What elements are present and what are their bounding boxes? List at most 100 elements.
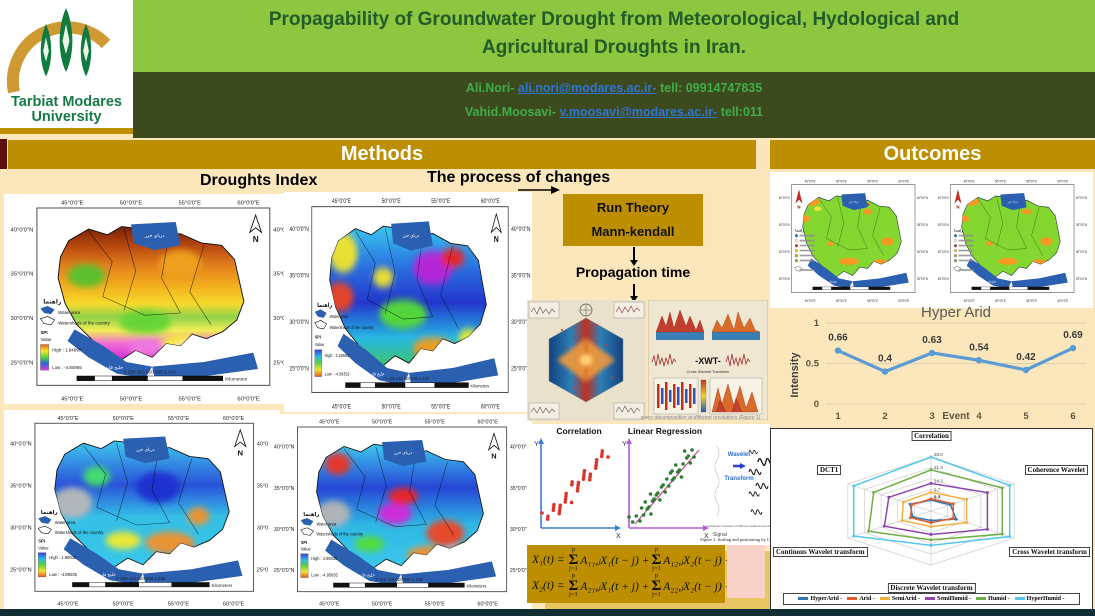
svg-text:Watersheds of the country: Watersheds of the country	[317, 531, 364, 536]
svg-text:خلیج فارس: خلیج فارس	[355, 572, 375, 577]
author2-name: Vahid.Moosavi-	[464, 105, 556, 119]
svg-text:3: 3	[929, 411, 934, 422]
correlation-dots	[540, 449, 610, 521]
drought-map-svg: دریای خزر خلیج فارس N راهنما Water area Water…	[284, 192, 532, 412]
correlation-title: Correlation	[556, 426, 601, 436]
svg-text:4: 4	[976, 411, 982, 422]
bottom-bar	[0, 609, 1095, 616]
svg-text:6.3: 6.3	[934, 494, 941, 499]
flow-arrowhead-icon	[630, 260, 638, 266]
mann-kendall-label: Mann-kendall	[591, 224, 675, 239]
svg-text:50°0'0"E: 50°0'0"E	[120, 397, 143, 403]
svg-text:Kilometers: Kilometers	[467, 583, 487, 588]
svg-text:Low : -4.84965: Low : -4.84965	[52, 365, 82, 370]
svg-text:60°0'0"E: 60°0'0"E	[898, 179, 909, 183]
svg-text:Water area: Water area	[330, 313, 349, 318]
pink-decoration	[727, 545, 765, 598]
svg-text:راهنما: راهنما	[954, 228, 963, 232]
svg-text:45°0'0"E: 45°0'0"E	[964, 179, 975, 183]
svg-text:40°0'0"N: 40°0'0"N	[510, 445, 531, 451]
author2-email-link[interactable]: v.moosavi@modares.ac.ir-	[559, 105, 718, 119]
svg-text:High : 4.25661: High : 4.25661	[325, 353, 350, 358]
svg-text:Value: Value	[301, 546, 312, 551]
author-row-2: Vahid.Moosavi- v.moosavi@modares.ac.ir- …	[133, 105, 1095, 119]
wavelets-caption: Constituent wavelets of different scales…	[706, 524, 770, 528]
radar-legend-item: HyperHumid -	[1014, 596, 1065, 602]
svg-text:50°0'0"E: 50°0'0"E	[372, 420, 393, 426]
y-axis-label: Y	[534, 441, 539, 448]
xwt-figure: -XWT- Cross Wavelet Transform	[648, 300, 768, 420]
svg-text:Intensity: Intensity	[789, 352, 801, 398]
svg-text:0 155 310 620: 0 155 310 620 930 1,240	[385, 376, 429, 381]
svg-text:دریای خزر: دریای خزر	[393, 450, 412, 455]
logo-text: Tarbiat Modares University	[0, 93, 133, 126]
drought-map-4: دریای خزر خلیج فارس N راهنما Water area Water…	[268, 414, 532, 609]
svg-text:60°0'0"E: 60°0'0"E	[481, 404, 500, 411]
svg-text:40°0'0"N: 40°0'0"N	[274, 445, 295, 451]
radar-axis-label: Discrete Wavelet transform	[887, 583, 976, 593]
svg-text:راهنما: راهنما	[317, 302, 332, 309]
svg-text:50°0'0"E: 50°0'0"E	[113, 416, 134, 422]
svg-text:N: N	[237, 448, 243, 457]
svg-text:خلیج فارس: خلیج فارس	[366, 371, 385, 376]
svg-text:25°0'0"N: 25°0'0"N	[257, 567, 278, 573]
linear-regression-title: Linear Regression	[628, 426, 702, 436]
hyper-arid-line-chart: Hyper Arid Intensity 0 0.5 1 1 2 3 4 5 6 Event 0.66 0…	[789, 304, 1086, 422]
radar-chart: 5.76.3 9.7 14.3 21.3 28.0	[847, 452, 1015, 566]
logo-line2: University	[31, 109, 102, 126]
svg-text:30°0'0"N: 30°0'0"N	[1076, 250, 1087, 254]
drought-map-2: دریای خزر خلیج فارس N راهنما Water area Water…	[284, 192, 532, 412]
methods-label: Methods	[340, 143, 424, 165]
propagation-time-label: Propagation time	[575, 264, 691, 280]
outcome-map-2: دریای خزر خلیج فارس N راهنما 45°0'0"E 45°0'0"…	[933, 176, 1089, 304]
svg-text:50°0'0"E: 50°0'0"E	[382, 404, 401, 411]
svg-text:45°0'0"E: 45°0'0"E	[57, 416, 78, 422]
outcome-map-svg: دریای خزر خلیج فارس N راهنما 45°0'0"E 45°0'0"…	[933, 176, 1089, 304]
svg-text:Watersheds of the country: Watersheds of the country	[330, 324, 375, 329]
svg-text:60°0'0"E: 60°0'0"E	[223, 416, 244, 422]
outcome-map-svg: دریای خزر خلیج فارس N راهنما 45°0'0"E 45°0'0"…	[774, 176, 930, 304]
svg-text:30°0'0"N: 30°0'0"N	[511, 320, 530, 327]
y-axis-label: Y	[622, 441, 627, 448]
outcome-maps-panel: دریای خزر خلیج فارس N راهنما 45°0'0"E 45°0'0"…	[770, 172, 1093, 308]
svg-text:Value: Value	[40, 337, 52, 342]
svg-text:Low : -4.95035: Low : -4.95035	[311, 572, 338, 577]
svg-text:60°0'0"E: 60°0'0"E	[237, 397, 260, 403]
svg-text:30°0'0"N: 30°0'0"N	[917, 250, 928, 254]
svg-text:50°0'0"E: 50°0'0"E	[995, 179, 1006, 183]
author1-email-link[interactable]: ali.nori@modares.ac.ir-	[517, 81, 657, 95]
drought-map-1: دریای خزر خلیج فارس N راهنما Water area Water…	[4, 194, 298, 404]
svg-text:35°0'0"N: 35°0'0"N	[510, 486, 531, 492]
svg-text:9.7: 9.7	[934, 487, 941, 492]
svg-text:60°0'0"E: 60°0'0"E	[1057, 299, 1068, 303]
radar-legend-item: HyperArid -	[798, 596, 842, 602]
droughts-index-heading: Droughts Index	[200, 172, 318, 189]
svg-text:35°0'0"N: 35°0'0"N	[10, 483, 31, 489]
signal-label: Signal	[713, 532, 727, 538]
svg-text:40°0'0"N: 40°0'0"N	[1076, 196, 1087, 200]
flow-arrow-icon	[633, 284, 635, 296]
svg-text:35°0'0"N: 35°0'0"N	[511, 273, 530, 280]
svg-text:40°0'0"N: 40°0'0"N	[779, 196, 790, 200]
svg-text:50°0'0"E: 50°0'0"E	[995, 299, 1006, 303]
svg-text:0 155 310 620: 0 155 310 620 930 1,240	[116, 576, 166, 581]
svg-text:Kilometers: Kilometers	[470, 383, 489, 388]
title-line2: Agricultural Droughts in Iran.	[482, 36, 746, 58]
svg-text:55°0'0"E: 55°0'0"E	[179, 397, 202, 403]
svg-text:0 155 310 620: 0 155 310 620 930 1,240	[376, 577, 423, 582]
svg-text:Water area: Water area	[317, 522, 337, 527]
flow-arrow-icon	[633, 247, 635, 260]
logo-line1: Tarbiat Modares	[11, 93, 122, 110]
radar-axis-label: DCT1	[817, 465, 842, 475]
svg-text:45°0'0"E: 45°0'0"E	[332, 199, 351, 206]
svg-text:35°0'0"N: 35°0'0"N	[779, 223, 790, 227]
svg-text:Event: Event	[942, 411, 970, 422]
svg-text:45°0'0"E: 45°0'0"E	[319, 602, 340, 608]
svg-text:25°0'0"N: 25°0'0"N	[779, 277, 790, 281]
svg-text:55°0'0"E: 55°0'0"E	[425, 602, 446, 608]
svg-text:راهنما: راهنما	[43, 300, 61, 306]
svg-text:راهنما: راهنما	[795, 228, 804, 232]
radar-legend-item: SemiArid -	[879, 596, 920, 602]
x-axis-label: X	[704, 533, 709, 540]
